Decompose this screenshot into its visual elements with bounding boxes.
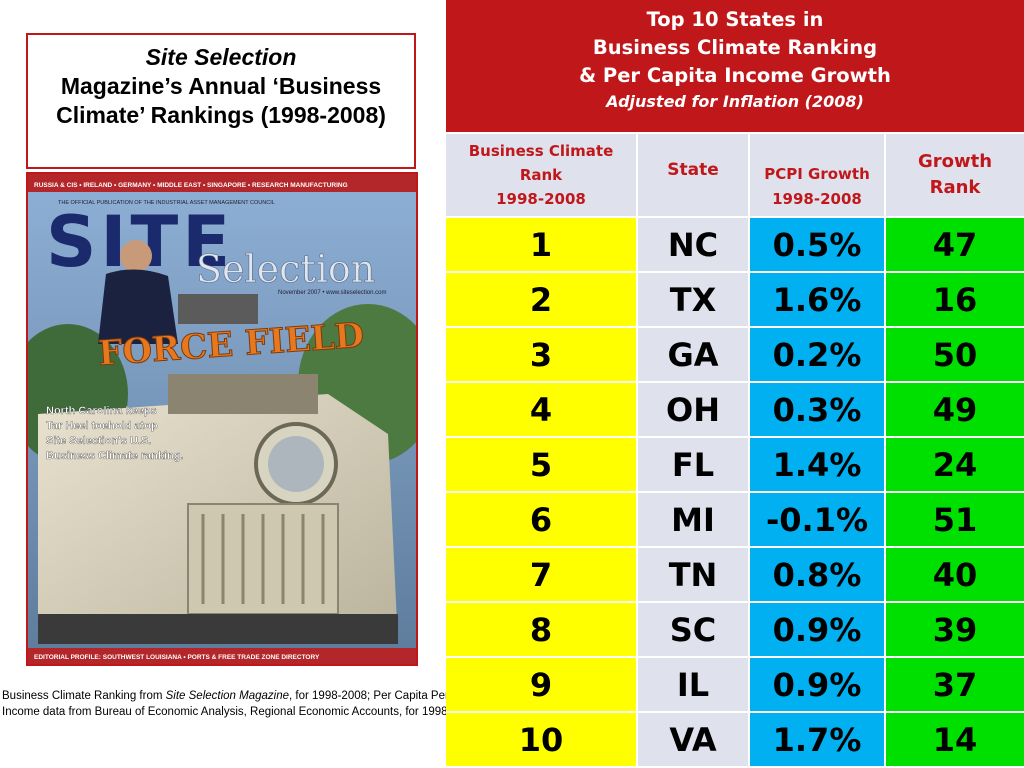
rank-cell: 8 <box>446 603 636 656</box>
state-cell: TX <box>638 273 748 326</box>
col-rank-line-3: 1998-2008 <box>496 190 586 208</box>
rank-cell: 7 <box>446 548 636 601</box>
col-growth-line-1: Growth <box>917 151 993 172</box>
column-header-business-climate-rank: Business Climate Rank 1998-2008 <box>446 134 636 216</box>
column-header-growth-rank: Growth Rank <box>886 134 1024 216</box>
growth-rank-cell: 14 <box>886 713 1024 766</box>
cover-story-line-3: Site Selection's U.S. <box>46 435 151 447</box>
magazine-title-box: Site Selection Magazine’s Annual ‘Busine… <box>26 33 416 169</box>
col-pcpi-line-1: PCPI Growth <box>764 165 870 183</box>
state-cell: IL <box>638 658 748 711</box>
source-footnote: Business Climate Ranking from Site Selec… <box>2 688 482 720</box>
pcpi-cell: 0.9% <box>750 603 884 656</box>
col-state-label: State <box>667 160 719 180</box>
growth-rank-cell: 39 <box>886 603 1024 656</box>
table-row: 10 VA 1.7% 14 <box>446 713 1024 766</box>
pcpi-cell: 0.5% <box>750 218 884 271</box>
table-title-line-3: & Per Capita Income Growth <box>579 64 891 87</box>
magazine-name: Site Selection <box>145 44 297 70</box>
cover-illustration: RUSSIA & CIS • IRELAND • GERMANY • MIDDL… <box>28 174 416 664</box>
col-growth-line-2: Rank <box>929 177 981 198</box>
footnote-rest: , for 1998-2008; Per Capita Personal Inc… <box>2 690 481 718</box>
state-cell: TN <box>638 548 748 601</box>
cover-top-strip: RUSSIA & CIS • IRELAND • GERMANY • MIDDL… <box>34 182 348 189</box>
table-title-line-2: Business Climate Ranking <box>592 36 878 59</box>
table-row: 9 IL 0.9% 37 <box>446 658 1024 713</box>
state-cell: MI <box>638 493 748 546</box>
col-pcpi-line-2: 1998-2008 <box>772 190 862 208</box>
rank-cell: 5 <box>446 438 636 491</box>
table-row: 6 MI -0.1% 51 <box>446 493 1024 548</box>
growth-rank-cell: 51 <box>886 493 1024 546</box>
pcpi-cell: 0.9% <box>750 658 884 711</box>
rank-cell: 1 <box>446 218 636 271</box>
col-rank-line-1: Business Climate <box>468 142 614 160</box>
cover-story-line-4: Business Climate ranking. <box>46 450 184 462</box>
cover-story-line-1: North Carolina keeps <box>46 405 157 417</box>
rank-cell: 4 <box>446 383 636 436</box>
rank-cell: 3 <box>446 328 636 381</box>
rankings-subtitle: Magazine’s Annual ‘Business Climate’ Ran… <box>56 73 386 128</box>
rank-cell: 6 <box>446 493 636 546</box>
pcpi-cell: 0.2% <box>750 328 884 381</box>
table-row: 8 SC 0.9% 39 <box>446 603 1024 658</box>
state-cell: OH <box>638 383 748 436</box>
footnote-magazine: Site Selection Magazine <box>165 690 290 702</box>
state-cell: VA <box>638 713 748 766</box>
table-row: 7 TN 0.8% 40 <box>446 548 1024 603</box>
rankings-table: Top 10 States in Business Climate Rankin… <box>446 0 1024 768</box>
growth-rank-cell: 40 <box>886 548 1024 601</box>
column-header-state: State <box>638 134 748 216</box>
pcpi-cell: 0.3% <box>750 383 884 436</box>
state-cell: GA <box>638 328 748 381</box>
rank-cell: 9 <box>446 658 636 711</box>
pcpi-cell: 0.8% <box>750 548 884 601</box>
state-cell: SC <box>638 603 748 656</box>
table-title-line-4: Adjusted for Inflation (2008) <box>606 92 864 111</box>
growth-rank-cell: 50 <box>886 328 1024 381</box>
cover-headline: FORCE FIELD <box>97 316 365 374</box>
state-cell: FL <box>638 438 748 491</box>
rank-cell: 10 <box>446 713 636 766</box>
state-cell: NC <box>638 218 748 271</box>
pcpi-cell: -0.1% <box>750 493 884 546</box>
magazine-cover-image: RUSSIA & CIS • IRELAND • GERMANY • MIDDL… <box>26 172 418 666</box>
cover-story-line-2: Tar Heel toehold atop <box>46 420 158 432</box>
cover-date: November 2007 • www.siteselection.com <box>278 290 386 296</box>
table-title-line-1: Top 10 States in <box>646 8 824 31</box>
table-row: 2 TX 1.6% 16 <box>446 273 1024 328</box>
growth-rank-cell: 47 <box>886 218 1024 271</box>
pcpi-cell: 1.7% <box>750 713 884 766</box>
table-row: 4 OH 0.3% 49 <box>446 383 1024 438</box>
col-rank-line-2: Rank <box>519 166 563 184</box>
cover-bottom-strip: EDITORIAL PROFILE: SOUTHWEST LOUISIANA •… <box>34 654 320 661</box>
growth-rank-cell: 16 <box>886 273 1024 326</box>
pcpi-cell: 1.6% <box>750 273 884 326</box>
cover-brand-selection: Selection <box>196 247 375 291</box>
table-row: 3 GA 0.2% 50 <box>446 328 1024 383</box>
table-row: 1 NC 0.5% 47 <box>446 218 1024 273</box>
table-title-header: Top 10 States in Business Climate Rankin… <box>446 0 1024 132</box>
footnote-prefix: Business Climate Ranking from <box>2 690 166 702</box>
pcpi-cell: 1.4% <box>750 438 884 491</box>
cover-tagline: THE OFFICIAL PUBLICATION OF THE INDUSTRI… <box>58 200 275 206</box>
growth-rank-cell: 49 <box>886 383 1024 436</box>
column-header-pcpi-growth: PCPI Growth 1998-2008 <box>750 134 884 216</box>
growth-rank-cell: 24 <box>886 438 1024 491</box>
rank-cell: 2 <box>446 273 636 326</box>
table-row: 5 FL 1.4% 24 <box>446 438 1024 493</box>
growth-rank-cell: 37 <box>886 658 1024 711</box>
